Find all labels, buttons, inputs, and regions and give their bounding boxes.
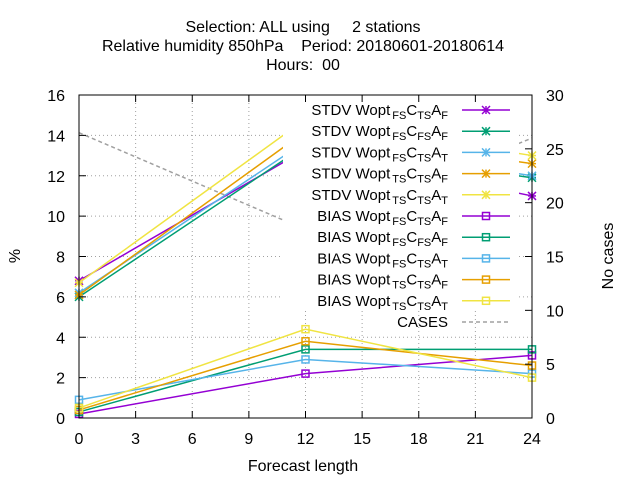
y2-tick-label: 30	[546, 88, 564, 105]
series-line	[78, 340, 533, 411]
legend-entry: BIAS Wopt TSCTSAT	[317, 293, 448, 313]
y-axis-label: %	[7, 249, 24, 263]
legend-box	[283, 98, 519, 308]
legend-entry: STDV Wopt TSCTSAF	[311, 166, 448, 186]
legend-entry: BIAS Wopt FSCTSAT	[317, 250, 448, 270]
legend-entry: STDV Wopt FSCFSAF	[311, 123, 448, 143]
x-tick-label: 0	[75, 431, 84, 448]
x-tick-label: 9	[244, 431, 253, 448]
data-point	[301, 369, 310, 378]
x-tick-label: 6	[188, 431, 197, 448]
data-point	[301, 337, 310, 346]
data-point	[301, 324, 310, 334]
legend-entry: STDV Wopt TSCTSAT	[311, 187, 448, 207]
legend-marker	[481, 147, 491, 157]
x-tick-label: 15	[353, 431, 371, 448]
chart-title: Selection: ALL using 2 stations Relative…	[102, 19, 504, 74]
legend-entry: BIAS Wopt FSCFSAF	[317, 229, 448, 249]
y-tick-label: 0	[56, 411, 65, 428]
legend-marker	[481, 190, 491, 200]
y-tick-label: 16	[47, 88, 65, 105]
legend-marker	[481, 275, 491, 284]
y-tick-label: 12	[47, 169, 65, 186]
title-line-2: Relative humidity 850hPa Period: 2018060…	[102, 38, 504, 55]
x-tick-label: 24	[523, 431, 541, 448]
legend-marker	[481, 211, 491, 221]
data-point	[301, 345, 310, 354]
y2-tick-label: 5	[546, 357, 555, 374]
legend-marker	[481, 232, 491, 242]
y-tick-label: 8	[56, 250, 65, 267]
y2-tick-label: 15	[546, 250, 564, 267]
x-tick-label: 18	[410, 431, 428, 448]
series-line	[78, 328, 533, 409]
data-point	[301, 355, 310, 364]
title-line-1: Selection: ALL using 2 stations	[185, 19, 420, 36]
x-tick-label: 12	[297, 431, 315, 448]
legend-marker	[481, 296, 491, 306]
x-tick-label: 3	[131, 431, 140, 448]
y-tick-label: 4	[56, 330, 65, 347]
y-tick-label: 6	[56, 290, 65, 307]
y-tick-label: 14	[47, 128, 65, 145]
legend-entry: STDV Wopt FSCTSAT	[311, 144, 448, 164]
legend-entry: BIAS Wopt TSCTSAF	[317, 272, 448, 292]
legend-entry: BIAS Wopt FSCTSAF	[317, 208, 448, 228]
y2-tick-label: 20	[546, 196, 564, 213]
series-line	[78, 348, 532, 413]
legend-marker	[481, 169, 491, 179]
legend-background	[283, 98, 519, 308]
x-tick-label: 21	[466, 431, 484, 448]
y2-tick-label: 0	[546, 411, 555, 428]
y2-tick-label: 25	[546, 142, 564, 159]
legend-marker	[481, 126, 491, 136]
legend-marker	[481, 254, 491, 263]
title-line-3: Hours: 00	[266, 57, 340, 74]
y2-tick-label: 10	[546, 303, 564, 320]
legend-entry: CASES	[397, 314, 448, 331]
legend-marker	[481, 105, 491, 115]
y-tick-label: 2	[56, 371, 65, 388]
legend-entry: STDV Wopt FSCTSAF	[311, 102, 448, 122]
x-axis-label: Forecast length	[248, 458, 358, 475]
y-tick-label: 10	[47, 209, 65, 226]
y2-axis-label: No cases	[600, 223, 617, 290]
